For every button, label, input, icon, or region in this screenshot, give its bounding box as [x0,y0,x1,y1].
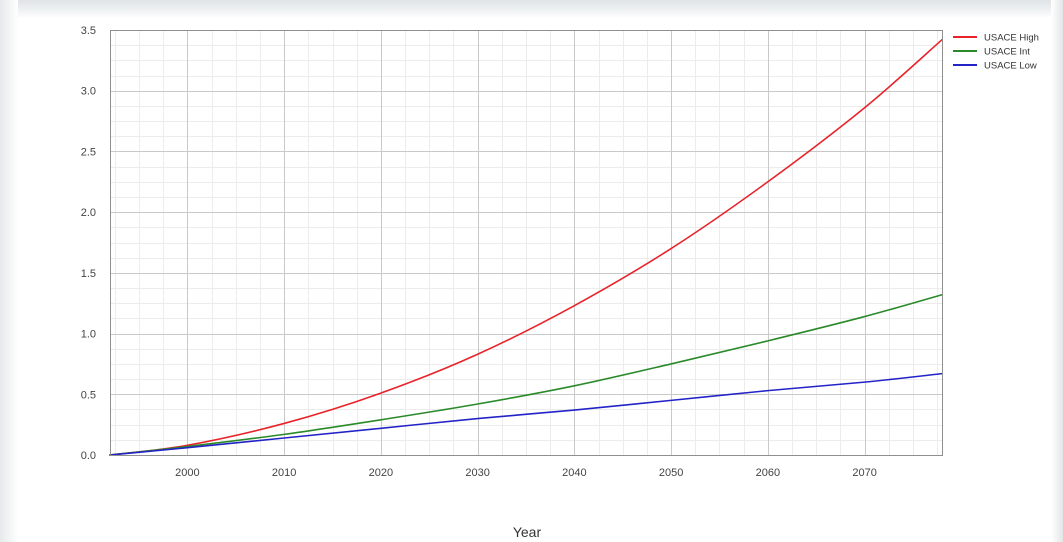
legend-label-usace-int: USACE Int [984,47,1030,58]
legend-label-usace-low: USACE Low [984,61,1037,72]
x-tick-label: 2010 [272,467,296,479]
x-axis-ticks: 2000 2010 2020 2030 2040 2050 2060 2070 [175,467,877,479]
series-line-usace-low [109,372,943,456]
plot-border [110,30,943,456]
y-tick-label: 0.5 [81,389,96,401]
grid-major [110,30,942,456]
y-tick-label: 0.0 [81,450,96,462]
y-tick-label: 3.0 [81,86,96,98]
y-tick-label: 3.5 [81,25,96,37]
screenshot-edge-top [0,0,1063,18]
series-line-usace-high [109,38,943,456]
legend: USACE High USACE Int USACE Low [953,33,1039,72]
x-axis-label: Year [513,524,542,540]
x-tick-label: 2040 [562,467,586,479]
x-tick-label: 2070 [852,467,876,479]
x-tick-label: 2050 [659,467,683,479]
x-tick-label: 2000 [175,467,199,479]
series-layer [109,38,943,456]
x-tick-label: 2030 [465,467,489,479]
y-tick-label: 2.0 [81,207,96,219]
series-line-usace-int [109,293,943,456]
y-axis-ticks: 0.0 0.5 1.0 1.5 2.0 2.5 3.0 3.5 [81,25,96,462]
legend-label-usace-high: USACE High [984,33,1039,44]
y-tick-label: 2.5 [81,146,96,158]
screenshot-edge-right [1051,0,1063,542]
y-tick-label: 1.0 [81,329,96,341]
x-tick-label: 2020 [369,467,393,479]
y-tick-label: 1.5 [81,268,96,280]
x-tick-label: 2060 [756,467,780,479]
screenshot-edge-left [0,0,18,542]
